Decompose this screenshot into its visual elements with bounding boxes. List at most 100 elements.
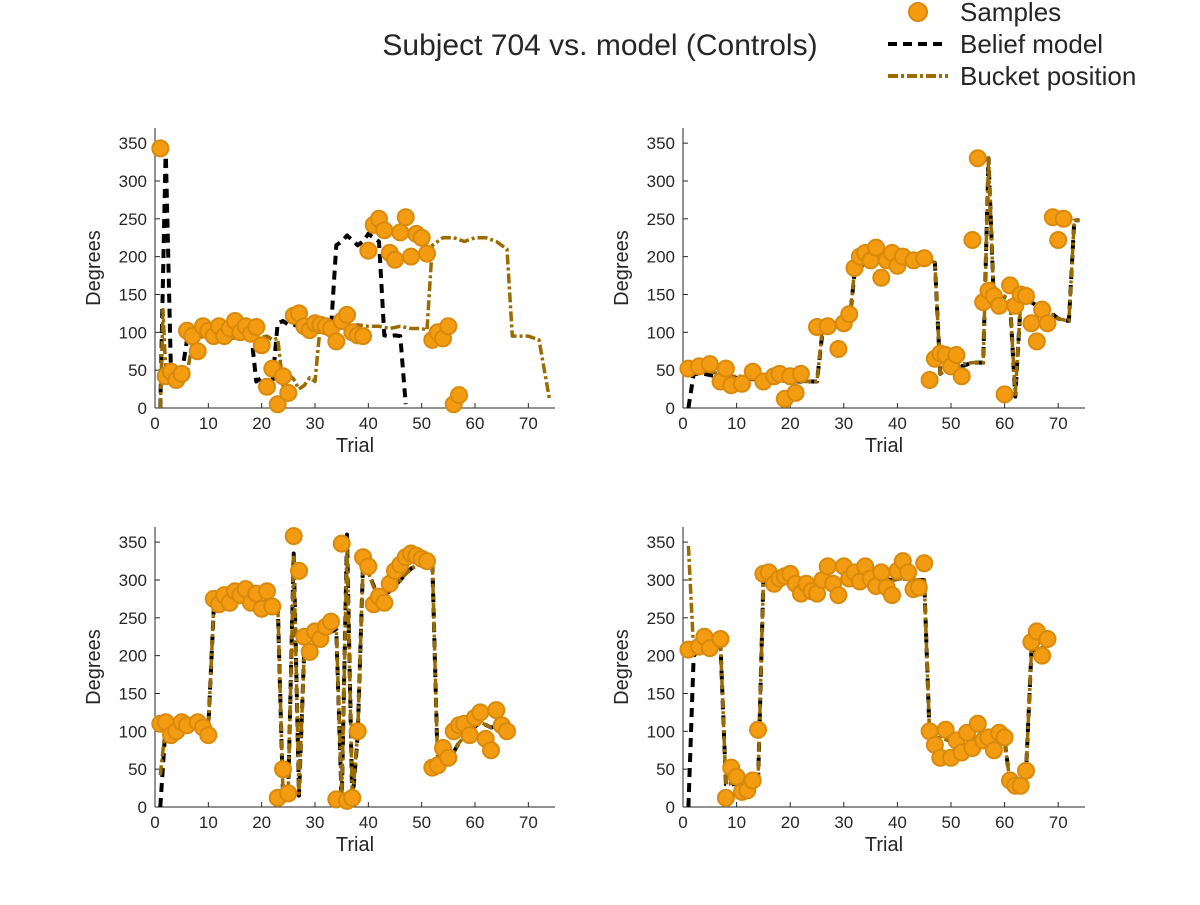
y-tick-label: 50 bbox=[128, 361, 147, 380]
figure-title: Subject 704 vs. model (Controls) bbox=[382, 29, 817, 62]
sample-point bbox=[947, 346, 966, 364]
sample-point bbox=[995, 385, 1014, 404]
y-axis-label: Degrees bbox=[611, 230, 633, 306]
series-belief-model bbox=[158, 532, 509, 808]
sample-point bbox=[1054, 209, 1073, 228]
sample-point bbox=[995, 728, 1014, 747]
x-axis-label: Trial bbox=[336, 834, 374, 856]
sample-point bbox=[290, 561, 308, 580]
x-tick-label: 20 bbox=[252, 813, 271, 832]
x-tick-label: 70 bbox=[519, 813, 538, 832]
sample-point bbox=[498, 722, 516, 741]
x-tick-label: 10 bbox=[727, 414, 746, 433]
sample-point bbox=[375, 221, 394, 240]
x-tick-label: 10 bbox=[727, 813, 746, 832]
sample-point bbox=[711, 630, 730, 648]
sample-point bbox=[274, 760, 292, 779]
sample-point bbox=[952, 367, 971, 386]
legend-label: Samples bbox=[960, 0, 1061, 27]
sample-point bbox=[818, 557, 837, 576]
x-tick-label: 30 bbox=[834, 414, 853, 433]
x-tick-label: 20 bbox=[252, 414, 271, 433]
sample-point bbox=[482, 741, 500, 760]
x-tick-label: 60 bbox=[995, 414, 1014, 433]
y-tick-label: 50 bbox=[656, 760, 675, 779]
y-tick-label: 0 bbox=[666, 798, 675, 817]
sample-point bbox=[199, 726, 218, 745]
sample-point bbox=[151, 139, 170, 158]
sample-point bbox=[968, 149, 987, 168]
sample-point bbox=[1033, 646, 1052, 665]
legend-label: Belief model bbox=[960, 29, 1103, 59]
x-tick-label: 20 bbox=[781, 813, 800, 832]
x-tick-label: 0 bbox=[678, 813, 687, 832]
sample-point bbox=[984, 741, 1003, 760]
sample-point bbox=[354, 327, 372, 346]
x-tick-label: 50 bbox=[942, 813, 961, 832]
x-tick-label: 0 bbox=[150, 813, 159, 832]
x-tick-label: 10 bbox=[199, 414, 218, 433]
sample-point bbox=[460, 726, 479, 745]
y-tick-label: 350 bbox=[647, 533, 675, 552]
y-tick-label: 50 bbox=[128, 760, 147, 779]
sample-point bbox=[359, 557, 378, 576]
y-tick-label: 300 bbox=[647, 571, 675, 590]
sample-point bbox=[338, 305, 356, 324]
sample-point bbox=[284, 527, 303, 546]
sample-point bbox=[348, 722, 367, 741]
x-axis-label: Trial bbox=[336, 435, 374, 457]
sample-point bbox=[1027, 332, 1046, 351]
sample-point bbox=[279, 784, 298, 803]
sample-point bbox=[386, 250, 404, 269]
x-tick-label: 70 bbox=[1049, 813, 1068, 832]
x-tick-label: 0 bbox=[678, 414, 687, 433]
sample-point bbox=[252, 336, 271, 355]
sample-point bbox=[471, 703, 490, 722]
sample-point bbox=[487, 701, 506, 720]
x-tick-label: 50 bbox=[412, 813, 431, 832]
sample-point bbox=[274, 367, 292, 386]
sample-point bbox=[899, 563, 918, 582]
sample-point bbox=[727, 767, 746, 786]
sample-point bbox=[172, 364, 191, 383]
sample-point bbox=[1017, 761, 1035, 780]
sample-point bbox=[936, 720, 955, 739]
sample-point bbox=[418, 552, 436, 571]
sample-point bbox=[867, 238, 885, 257]
y-tick-label: 50 bbox=[656, 361, 675, 380]
x-tick-label: 40 bbox=[359, 813, 378, 832]
x-axis-label: Trial bbox=[865, 834, 903, 856]
plot-area bbox=[158, 532, 509, 808]
sample-point bbox=[1011, 776, 1030, 795]
y-tick-label: 200 bbox=[647, 647, 675, 666]
sample-point bbox=[1038, 630, 1057, 648]
x-tick-label: 50 bbox=[412, 414, 431, 433]
sample-point bbox=[909, 578, 928, 597]
y-tick-label: 150 bbox=[119, 285, 147, 304]
sample-point bbox=[247, 318, 266, 336]
sample-point bbox=[968, 714, 987, 733]
y-tick-label: 150 bbox=[647, 684, 675, 703]
x-tick-label: 10 bbox=[199, 813, 218, 832]
y-tick-label: 150 bbox=[119, 684, 147, 703]
sample-point bbox=[700, 355, 719, 374]
y-tick-label: 100 bbox=[119, 722, 147, 741]
sample-point bbox=[396, 208, 415, 227]
x-tick-label: 30 bbox=[306, 813, 325, 832]
y-tick-label: 350 bbox=[119, 533, 147, 552]
sample-point bbox=[733, 374, 751, 393]
x-tick-label: 40 bbox=[888, 414, 907, 433]
sample-point bbox=[1049, 231, 1068, 249]
x-tick-label: 30 bbox=[834, 813, 853, 832]
chart-panel-1: 0 50 100 150 200 250 300 350 0 10 20 30 40 50 60 70 Tria… bbox=[83, 128, 555, 457]
sample-point bbox=[450, 386, 468, 405]
legend-marker-samples bbox=[908, 2, 928, 22]
sample-point bbox=[375, 593, 394, 612]
y-axis-label: Degrees bbox=[83, 230, 105, 306]
chart-panel-4: 0 50 100 150 200 250 300 350 0 10 20 30 40 50 60 70 Tria… bbox=[611, 527, 1085, 856]
y-axis-label: Degrees bbox=[611, 629, 633, 705]
chart-panel-3: 0 50 100 150 200 250 300 350 0 10 20 30 40 50 60 70 Tria… bbox=[83, 527, 555, 856]
sample-point bbox=[258, 377, 276, 396]
